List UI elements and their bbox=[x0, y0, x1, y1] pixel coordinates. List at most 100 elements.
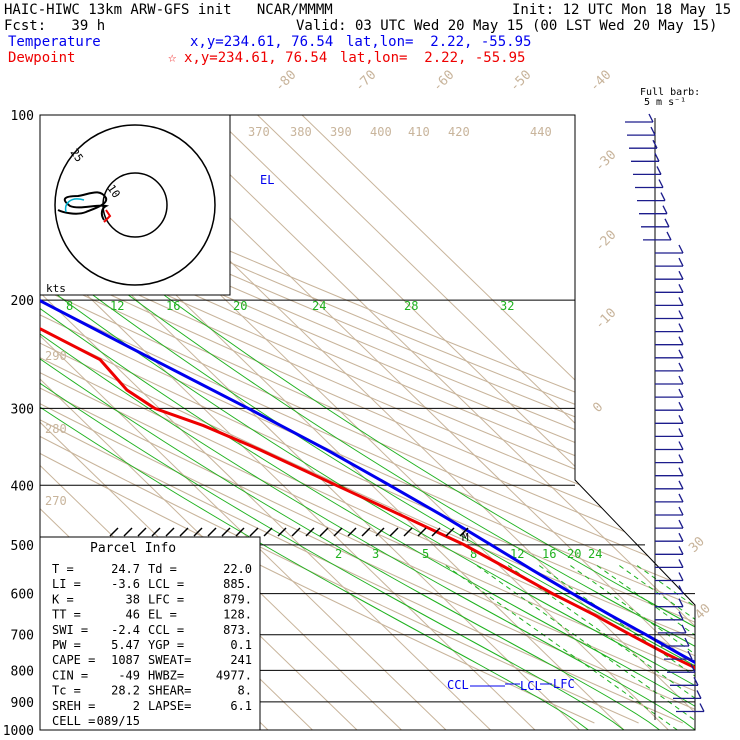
parcel-row-key: LI = bbox=[52, 577, 81, 591]
barb-key-line2: 5 m s⁻¹ bbox=[644, 97, 686, 108]
hatch-mark bbox=[151, 527, 161, 537]
wind-barb-flag bbox=[687, 650, 693, 660]
init-time: Init: 12 UTC Mon 18 May 15 bbox=[512, 2, 732, 18]
wind-barb-flag bbox=[678, 415, 684, 424]
theta-e-line bbox=[40, 233, 695, 730]
hatch-mark bbox=[263, 527, 273, 537]
parcel-row-value: 46 bbox=[126, 608, 140, 622]
dewpoint-latlon: lat,lon= 2.22, -55.95 bbox=[340, 50, 526, 66]
pressure-tick-label: 900 bbox=[11, 696, 34, 711]
hatch-mark bbox=[333, 527, 343, 537]
mixing-ratio-label: 20 bbox=[567, 547, 581, 561]
wind-barb-flag bbox=[678, 270, 684, 280]
hatch-mark bbox=[249, 527, 259, 537]
hatch-mark bbox=[375, 527, 385, 537]
temperature-label: Temperature bbox=[8, 34, 101, 50]
hodograph-trace-low bbox=[103, 209, 112, 223]
valid-time: Valid: 03 UTC Wed 20 May 15 (00 LST Wed … bbox=[296, 18, 718, 34]
dewpoint-xy: x,y=234.61, 76.54 bbox=[184, 50, 328, 66]
wind-barb-flag bbox=[654, 153, 660, 162]
mixing-ratio-line bbox=[538, 565, 695, 730]
hatch-mark bbox=[361, 527, 371, 537]
theta-e-label: 20 bbox=[233, 299, 247, 313]
wind-barb-flag bbox=[678, 519, 684, 529]
dry-adiabat-line bbox=[40, 115, 695, 724]
theta-e-label: 32 bbox=[500, 299, 514, 313]
forecast-hour: Fcst: 39 h bbox=[4, 18, 106, 34]
parcel-row-key: Tc = bbox=[52, 684, 81, 698]
theta-e-line bbox=[46, 233, 695, 730]
model-title: HAIC-HIWC 13km ARW-GFS init NCAR/MMMM bbox=[4, 2, 333, 18]
mixing-ratio-label: 16 bbox=[542, 547, 556, 561]
wind-barb-flag bbox=[678, 349, 684, 359]
wind-barb-flag bbox=[678, 532, 684, 542]
parcel-info-box bbox=[39, 536, 261, 731]
theta-label: 420 bbox=[448, 125, 470, 139]
wind-barb-flag bbox=[678, 362, 684, 372]
wind-barb-flag bbox=[678, 598, 684, 607]
parcel-row-value: -2.4 bbox=[111, 623, 140, 637]
hodograph-ring-label: 25 bbox=[68, 146, 86, 164]
wind-barb-flag bbox=[678, 244, 684, 254]
pressure-tick-label: 100 bbox=[11, 109, 34, 124]
wind-barb-flag bbox=[678, 454, 684, 463]
parcel-row-key: SHEAR= bbox=[148, 684, 191, 698]
ccl-label: CCL bbox=[447, 678, 469, 692]
theta-e-label: 12 bbox=[110, 299, 124, 313]
m-label: M bbox=[462, 531, 469, 544]
parcel-row-value: 2 bbox=[133, 699, 140, 713]
isotherm-tick-label: -30 bbox=[592, 148, 619, 175]
mixing-ratio-line bbox=[636, 565, 695, 730]
wind-barb-flag bbox=[678, 467, 684, 476]
hatch-mark bbox=[109, 527, 119, 537]
hatch-mark bbox=[235, 527, 245, 537]
parcel-row-key: K = bbox=[52, 592, 74, 606]
hodograph-trace bbox=[57, 191, 110, 221]
parcel-row-value: -3.6 bbox=[111, 577, 140, 591]
parcel-row-key: CELL = bbox=[52, 714, 95, 728]
mixing-ratio-line bbox=[618, 565, 695, 730]
theta-label: 380 bbox=[290, 125, 312, 139]
wind-barb-flag bbox=[648, 113, 654, 123]
theta-label: 270 bbox=[45, 494, 67, 508]
theta-label: 410 bbox=[408, 125, 430, 139]
theta-e-line bbox=[40, 233, 660, 730]
dry-adiabat-line bbox=[40, 115, 695, 724]
hatch-mark bbox=[319, 527, 329, 537]
parcel-row-value: 241 bbox=[230, 653, 252, 667]
mixing-ratio-line bbox=[445, 565, 678, 730]
wind-barb-flag bbox=[678, 572, 684, 581]
isotherm-tick-label: 30 bbox=[686, 534, 708, 556]
hatch-mark bbox=[179, 527, 189, 537]
wind-barb-flag bbox=[658, 179, 664, 188]
theta-e-label: 16 bbox=[166, 299, 180, 313]
dry-adiabat-line bbox=[40, 115, 695, 724]
parcel-row-key: TT = bbox=[52, 608, 81, 622]
wind-barb-flag bbox=[696, 690, 702, 699]
mixing-ratio-line bbox=[476, 565, 695, 730]
wind-barb-flag bbox=[678, 480, 684, 490]
parcel-row-key: LAPSE= bbox=[148, 699, 191, 713]
wind-barb-flag bbox=[678, 506, 684, 516]
theta-e-label: 8 bbox=[66, 299, 73, 313]
theta-label: 370 bbox=[248, 125, 270, 139]
parcel-row-value: 22.0 bbox=[223, 562, 252, 576]
temperature-latlon: lat,lon= 2.22, -55.95 bbox=[346, 34, 532, 50]
wind-barb-flag bbox=[678, 428, 684, 437]
isotherm-line bbox=[168, 115, 695, 730]
hatch-mark bbox=[165, 527, 175, 537]
wind-barb-flag bbox=[678, 546, 684, 555]
isotherm-line bbox=[301, 115, 695, 730]
parcel-row-value: 24.7 bbox=[111, 562, 140, 576]
hatch-mark bbox=[207, 527, 217, 537]
barb-key-line1: Full barb: bbox=[640, 87, 700, 98]
parcel-row-value: 1087 bbox=[111, 653, 140, 667]
theta-label: 440 bbox=[530, 125, 552, 139]
wind-barb-flag bbox=[678, 493, 684, 503]
parcel-row-key: CCL = bbox=[148, 623, 184, 637]
hatch-mark bbox=[137, 527, 147, 537]
theta-label: 280 bbox=[45, 422, 67, 436]
pressure-tick-label: 300 bbox=[11, 402, 34, 417]
